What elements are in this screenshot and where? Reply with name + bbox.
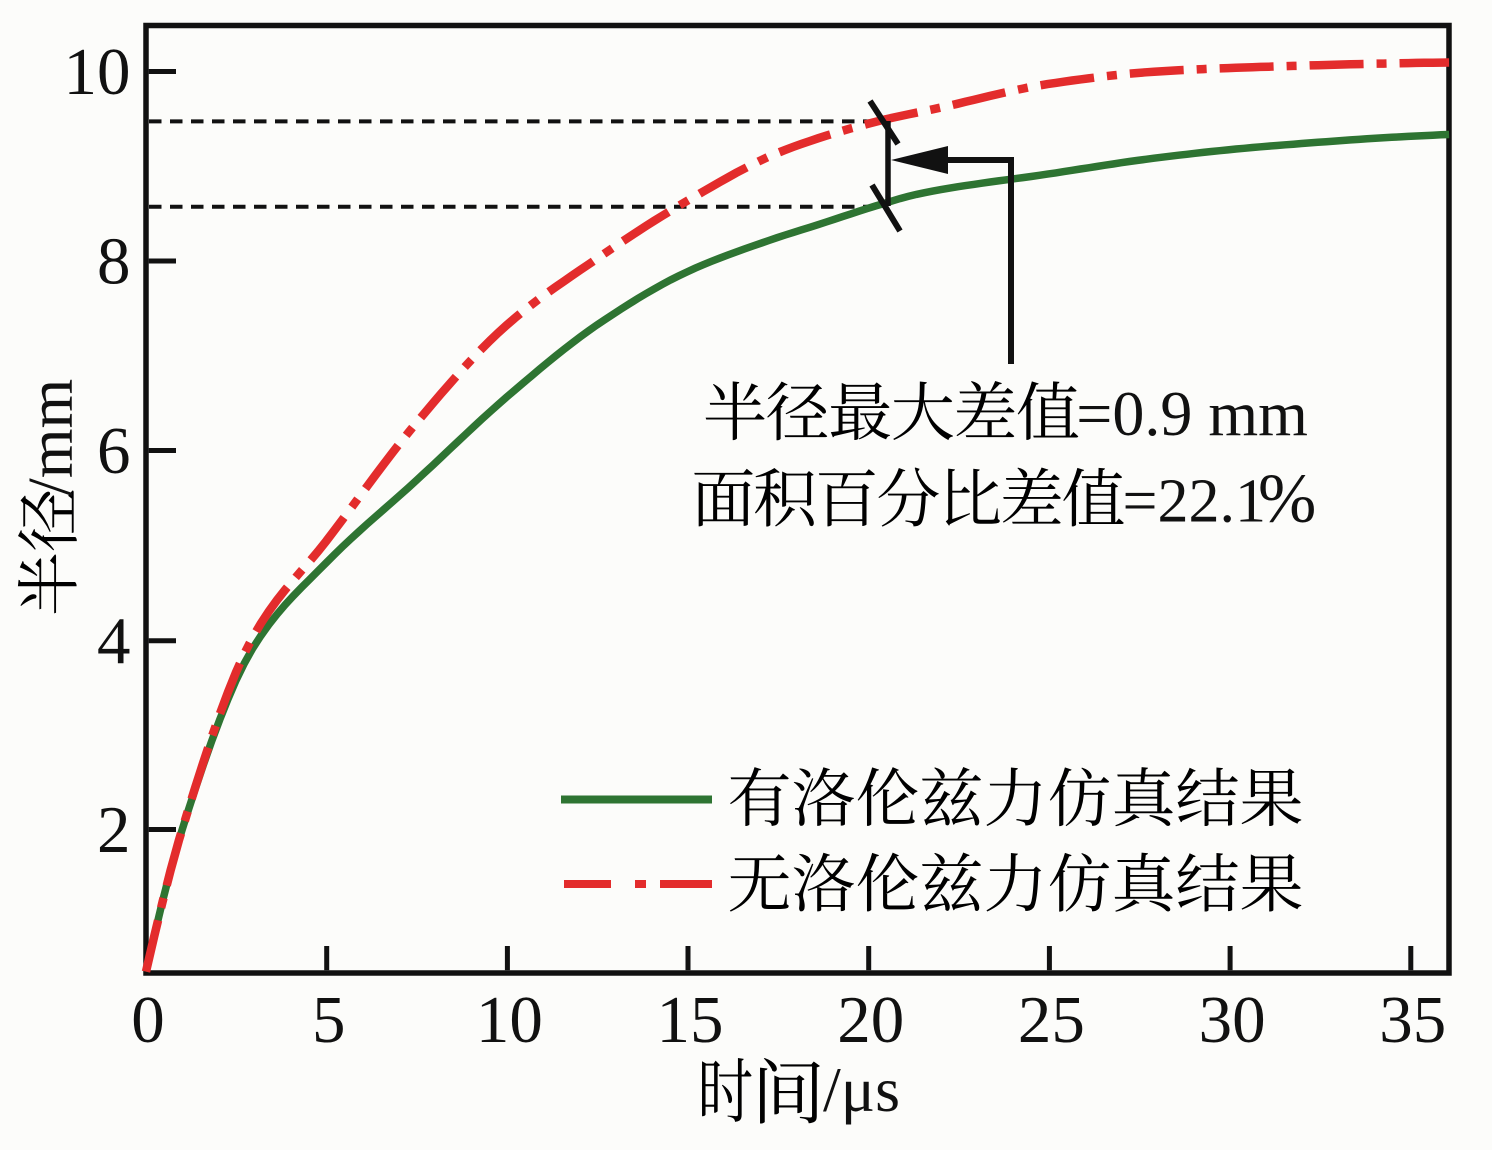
svg-text:=22.1: =22.1: [1123, 468, 1266, 536]
svg-text:20: 20: [837, 983, 904, 1057]
svg-text:10: 10: [64, 35, 131, 109]
svg-text:30: 30: [1199, 983, 1266, 1057]
svg-text:6: 6: [97, 414, 131, 488]
svg-text:/μs: /μs: [823, 1054, 900, 1125]
svg-text:25: 25: [1018, 983, 1085, 1057]
svg-text:2: 2: [97, 793, 131, 867]
svg-text:=0.9 mm: =0.9 mm: [1076, 378, 1308, 449]
svg-text:8: 8: [97, 224, 131, 298]
svg-text:0: 0: [131, 983, 165, 1057]
svg-text:5: 5: [312, 983, 346, 1057]
svg-text:35: 35: [1379, 983, 1446, 1057]
svg-text:4: 4: [97, 604, 131, 678]
svg-text:15: 15: [657, 983, 724, 1057]
svg-text:10: 10: [476, 983, 543, 1057]
svg-text:%: %: [1258, 461, 1316, 538]
svg-text:/mm: /mm: [15, 379, 86, 496]
